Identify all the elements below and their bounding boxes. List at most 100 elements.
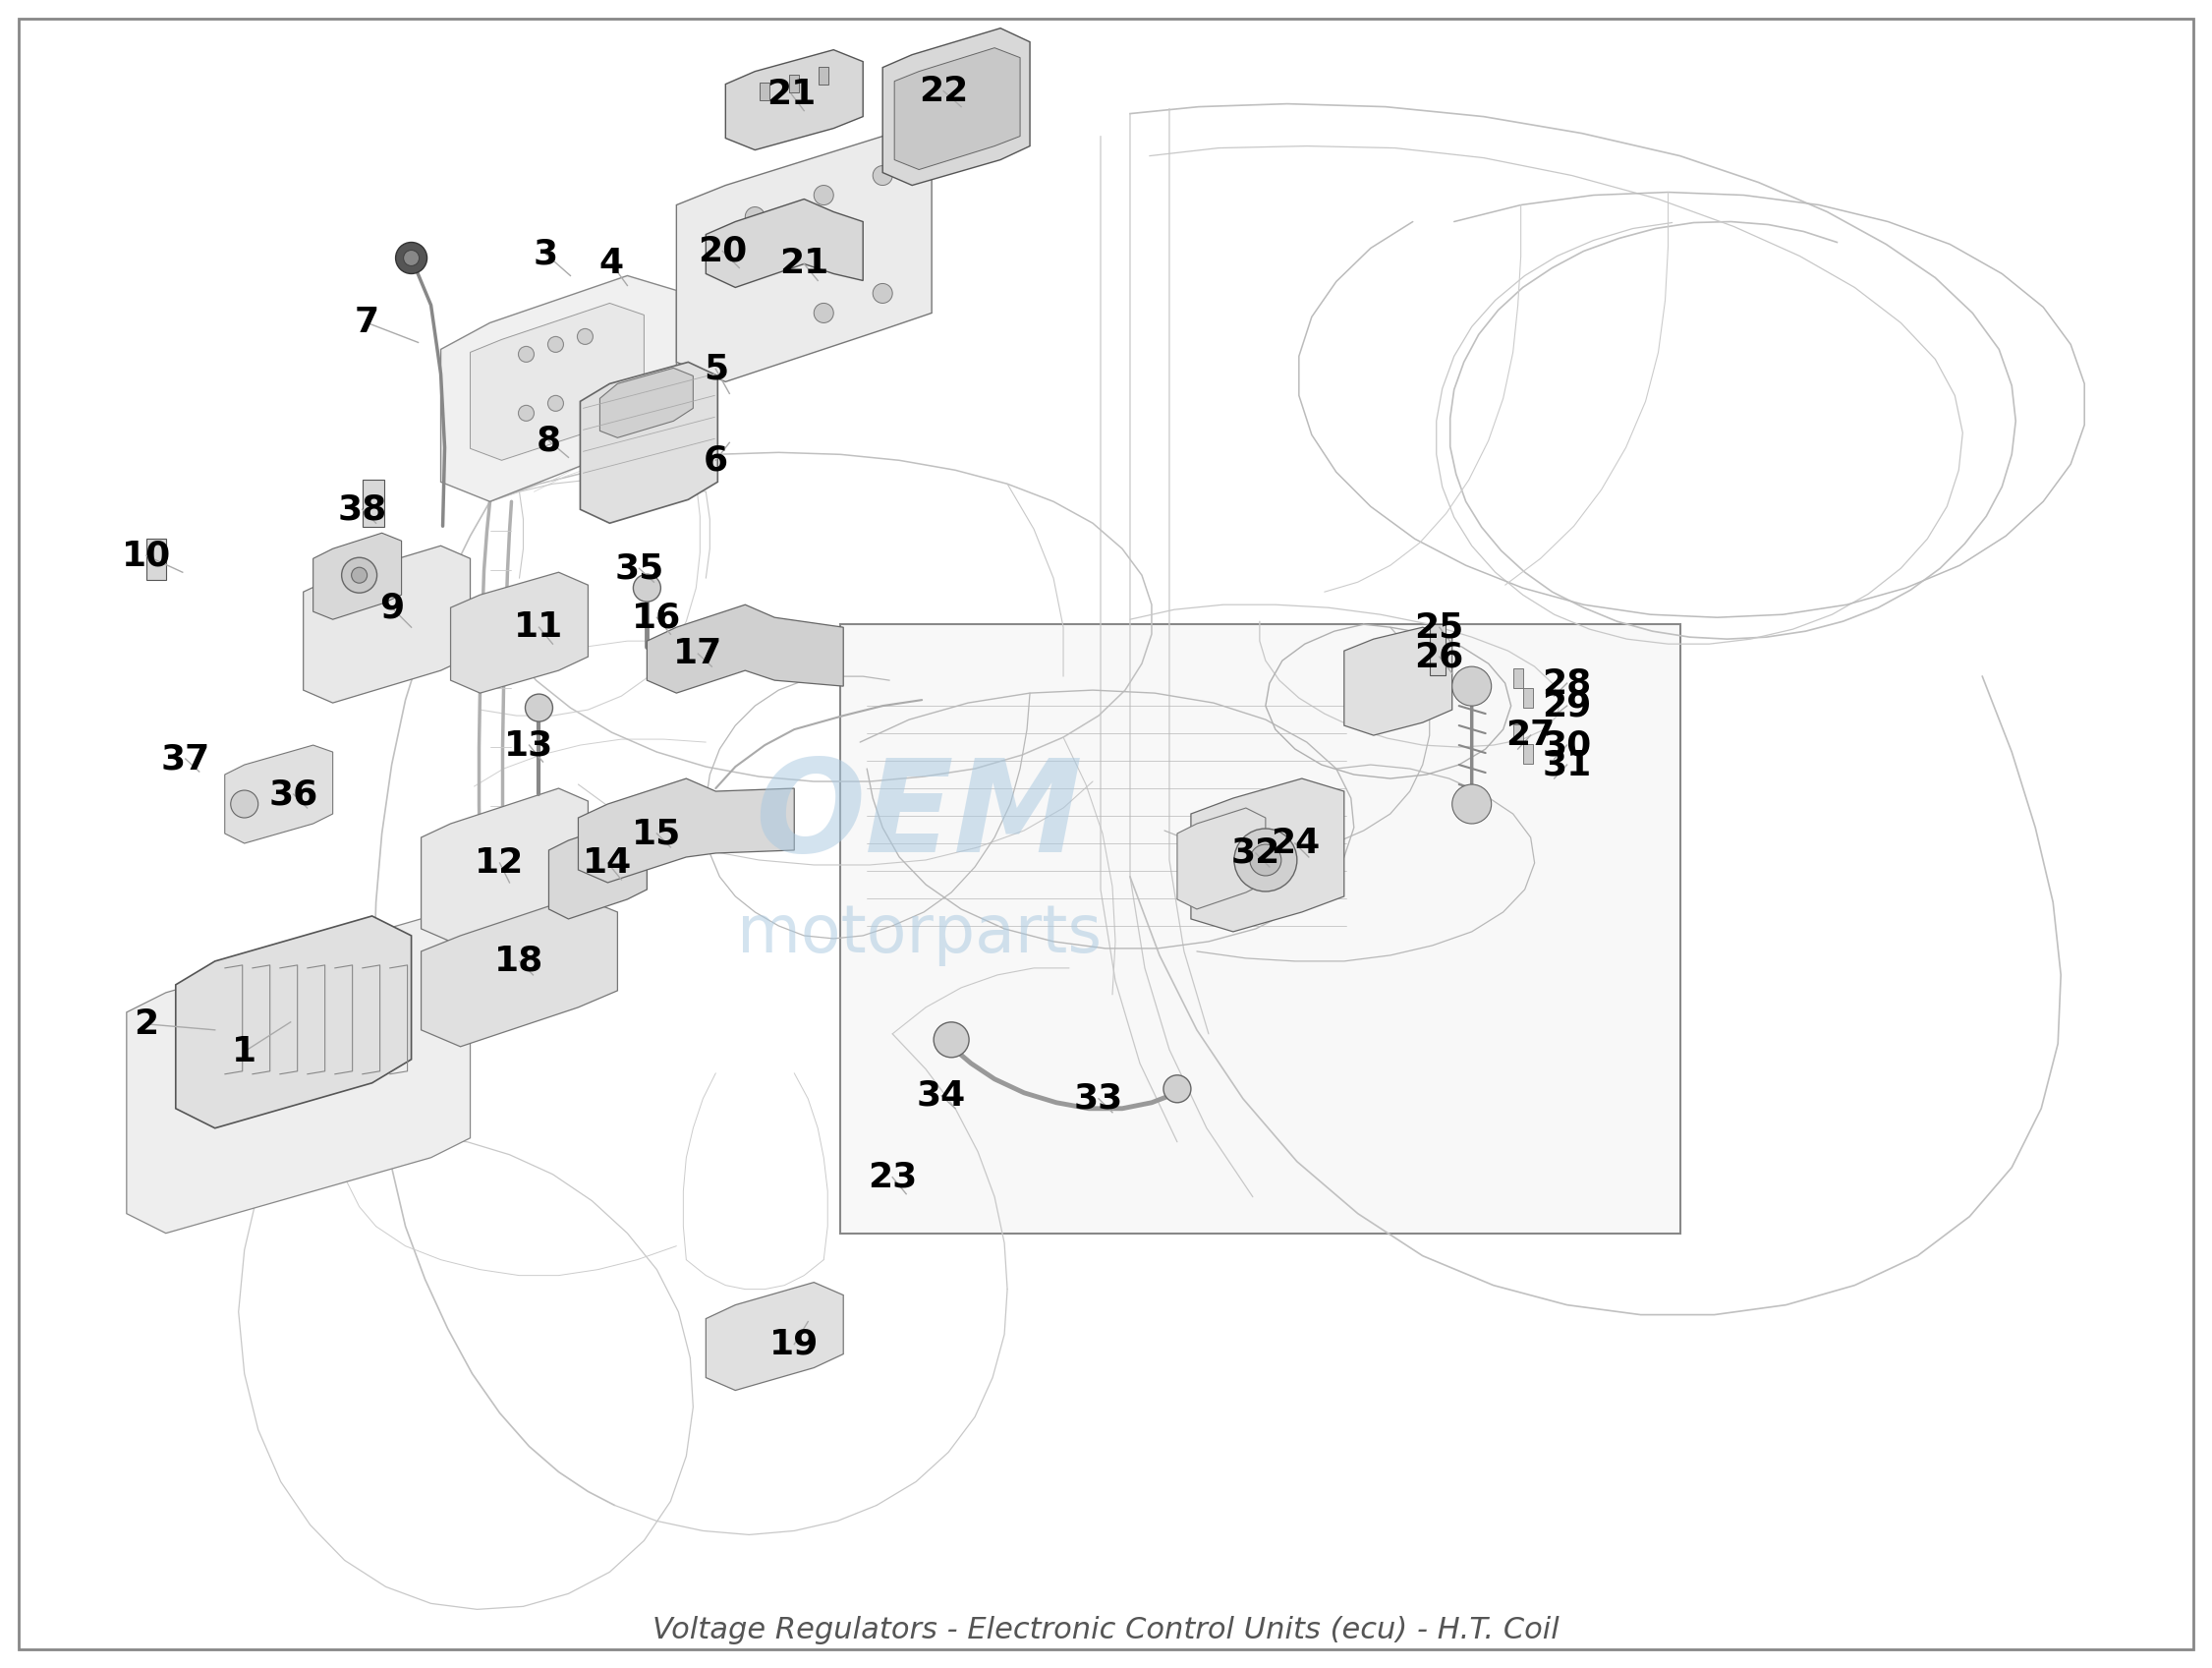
- Text: 21: 21: [779, 247, 830, 280]
- Text: 29: 29: [1542, 689, 1593, 722]
- Circle shape: [524, 694, 553, 722]
- Circle shape: [518, 405, 533, 420]
- Circle shape: [352, 567, 367, 584]
- Circle shape: [1451, 667, 1491, 706]
- Polygon shape: [226, 746, 332, 844]
- Circle shape: [814, 185, 834, 205]
- Text: 23: 23: [867, 1161, 918, 1194]
- Text: 8: 8: [538, 424, 562, 457]
- Bar: [1522, 689, 1533, 707]
- Text: 13: 13: [504, 729, 553, 762]
- Polygon shape: [706, 198, 863, 287]
- Text: 14: 14: [584, 846, 633, 879]
- Polygon shape: [599, 369, 692, 437]
- Circle shape: [874, 165, 891, 185]
- Text: 12: 12: [476, 846, 524, 879]
- Polygon shape: [420, 896, 617, 1046]
- Text: 10: 10: [122, 539, 170, 572]
- Bar: [1513, 724, 1522, 744]
- Polygon shape: [1177, 807, 1265, 909]
- Polygon shape: [706, 1283, 843, 1391]
- Polygon shape: [314, 534, 403, 619]
- Polygon shape: [549, 821, 646, 919]
- Text: 18: 18: [495, 944, 544, 977]
- Bar: [841, 624, 1679, 1233]
- Text: 19: 19: [770, 1328, 818, 1361]
- Text: 7: 7: [354, 307, 380, 340]
- Polygon shape: [677, 137, 931, 382]
- Text: 6: 6: [703, 444, 728, 477]
- Text: 4: 4: [599, 247, 624, 280]
- Bar: [146, 539, 166, 580]
- Polygon shape: [577, 779, 794, 882]
- Text: 22: 22: [918, 75, 969, 108]
- Circle shape: [549, 395, 564, 412]
- Text: 3: 3: [533, 237, 557, 270]
- Polygon shape: [420, 789, 588, 941]
- Circle shape: [933, 1022, 969, 1058]
- Polygon shape: [451, 572, 588, 694]
- Polygon shape: [894, 48, 1020, 170]
- Text: 25: 25: [1416, 610, 1464, 644]
- Text: 34: 34: [916, 1079, 967, 1113]
- Bar: [1513, 669, 1522, 689]
- Circle shape: [341, 557, 376, 592]
- Text: 17: 17: [672, 637, 723, 671]
- Circle shape: [403, 250, 420, 265]
- Circle shape: [1451, 784, 1491, 824]
- Circle shape: [230, 791, 259, 817]
- Bar: [761, 82, 770, 100]
- Circle shape: [633, 574, 661, 602]
- Text: 27: 27: [1506, 719, 1555, 752]
- Text: 37: 37: [161, 742, 210, 776]
- Text: 5: 5: [703, 352, 728, 385]
- Text: 24: 24: [1270, 827, 1321, 861]
- Polygon shape: [175, 916, 411, 1128]
- Circle shape: [518, 347, 533, 362]
- Text: 31: 31: [1542, 747, 1593, 782]
- Circle shape: [1164, 1076, 1190, 1103]
- Text: 16: 16: [633, 600, 681, 634]
- Circle shape: [1234, 829, 1296, 891]
- Polygon shape: [580, 362, 717, 524]
- Polygon shape: [126, 916, 471, 1233]
- Polygon shape: [471, 304, 644, 460]
- Text: 20: 20: [699, 235, 748, 269]
- Bar: [1429, 624, 1444, 676]
- Text: Voltage Regulators - Electronic Control Units (ecu) - H.T. Coil: Voltage Regulators - Electronic Control …: [653, 1616, 1559, 1645]
- Polygon shape: [303, 545, 471, 702]
- Text: 30: 30: [1542, 729, 1593, 762]
- Text: 33: 33: [1075, 1083, 1124, 1116]
- Text: 26: 26: [1416, 641, 1464, 674]
- Circle shape: [1250, 844, 1281, 876]
- Polygon shape: [883, 28, 1031, 185]
- Circle shape: [549, 337, 564, 352]
- Circle shape: [745, 207, 765, 227]
- Bar: [363, 480, 385, 527]
- Bar: [790, 75, 799, 92]
- Circle shape: [396, 242, 427, 274]
- Text: 9: 9: [378, 590, 405, 624]
- Text: 35: 35: [615, 552, 664, 585]
- Text: 1: 1: [232, 1034, 257, 1068]
- Circle shape: [874, 284, 891, 304]
- Text: 28: 28: [1542, 667, 1593, 701]
- Text: 21: 21: [768, 77, 816, 110]
- Polygon shape: [1190, 779, 1345, 932]
- Polygon shape: [440, 275, 677, 502]
- Circle shape: [814, 304, 834, 324]
- Text: 11: 11: [513, 610, 564, 644]
- Text: OEM: OEM: [754, 754, 1084, 879]
- Bar: [1522, 744, 1533, 764]
- Bar: [818, 67, 830, 83]
- Text: 32: 32: [1232, 836, 1281, 869]
- Text: motorparts: motorparts: [737, 901, 1102, 966]
- Polygon shape: [726, 50, 863, 150]
- Text: 36: 36: [270, 777, 319, 811]
- Polygon shape: [646, 605, 843, 694]
- Circle shape: [577, 329, 593, 344]
- Text: 15: 15: [633, 817, 681, 851]
- Text: 2: 2: [135, 1007, 159, 1041]
- Polygon shape: [1345, 627, 1451, 736]
- Text: 38: 38: [338, 492, 387, 525]
